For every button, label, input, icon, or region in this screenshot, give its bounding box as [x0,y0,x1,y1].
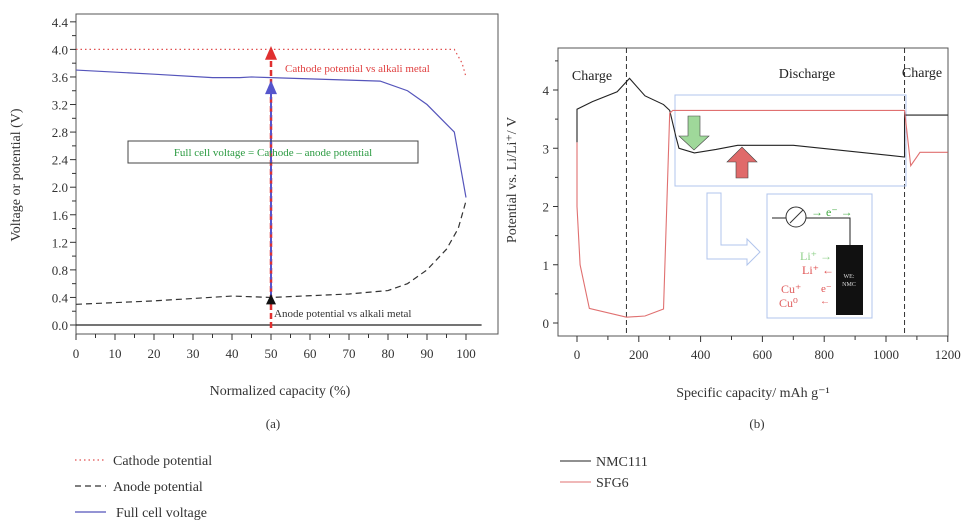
region-label: Discharge [779,67,836,82]
y-tick-label: 2.4 [52,153,69,168]
plot-frame [557,47,949,337]
region-label: Charge [902,66,942,81]
y-tick-label: 1 [543,258,550,273]
y-tick-label: 2.8 [52,125,68,140]
chart-a: 0.0 0.4 0.8 1.2 1.6 2.0 2.4 2.8 3.2 3.6 4.0 4.4 0 10 2… [9,13,499,521]
x-tick-label: 100 [456,346,476,361]
x-tick-label: 30 [187,346,200,361]
legend-label: Cathode potential [113,454,212,469]
electron-red-label: e⁻ [821,283,832,295]
series-line-anode-potential [75,200,467,305]
y-tick-label: 1.6 [52,208,69,223]
annotation-box [127,140,419,164]
cu0-label: Cu⁰ [779,296,798,310]
y-tick-label: 0 [543,316,550,331]
x-tick-label: 80 [382,346,395,361]
pointer-arrow [706,192,761,267]
region-label: Charge [572,69,612,84]
arrow-left: ← [820,296,830,307]
y-axis-label: Voltage or potential (V) [9,108,24,241]
red-up-arrow [726,146,758,179]
electron-label: → e⁻ → [811,205,853,219]
electrode [836,245,863,315]
legend-label: Anode potential [113,480,203,495]
x-tick-label: 1000 [873,347,899,362]
series-line-full-cell-voltage [75,69,467,198]
anode-annotation: Anode potential vs alkali metal [274,308,411,320]
highlight-box [674,94,907,187]
x-tick-label: 400 [691,347,711,362]
li-green-label: Li⁺ → [800,249,832,263]
y-tick-label: 0.4 [52,290,69,305]
y-tick-label: 4 [543,83,550,98]
x-tick-label: 0 [574,347,581,362]
y-tick-label: 1.2 [52,235,68,250]
x-tick-label: 90 [421,346,434,361]
x-tick-label: 60 [304,346,317,361]
x-tick-label: 10 [109,346,122,361]
ammeter-needle-icon [789,209,804,224]
series-line-nmc111 [576,77,948,158]
y-tick-label: 4.0 [52,42,68,57]
cathode-annotation: Cathode potential vs alkali metal [285,63,430,75]
legend-label: NMC111 [596,455,648,470]
full-cell-arrowhead [265,80,277,95]
panel-label-a: (a) [266,416,280,431]
wire [805,217,851,245]
x-tick-label: 1200 [935,347,961,362]
legend-label: Full cell voltage [116,506,207,521]
anode-arrowhead [266,293,276,305]
x-tick-label: 20 [148,346,161,361]
plot-frame [75,13,499,335]
y-tick-label: 0.8 [52,263,68,278]
li-red-label: Li⁺ ← [802,263,834,277]
y-tick-label: 2 [543,200,550,215]
x-tick-label: 70 [343,346,356,361]
cu-plus-label: Cu⁺ [781,282,801,296]
x-axis-label: Specific capacity/ mAh g⁻¹ [676,386,829,401]
electrode-label: NMC [842,282,856,288]
green-down-arrow [678,115,710,151]
x-tick-label: 200 [629,347,649,362]
x-tick-label: 50 [265,346,278,361]
inset-box [766,193,873,319]
x-tick-label: 600 [753,347,773,362]
annotation-box-text: Full cell voltage = Cathode – anode pote… [174,147,372,159]
series-line-sfg6 [576,109,948,318]
y-tick-label: 3 [543,141,550,156]
panel-label-b: (b) [749,416,764,431]
y-tick-label: 2.0 [52,180,68,195]
y-tick-label: 3.2 [52,98,68,113]
x-axis-label: Normalized capacity (%) [210,384,351,399]
x-tick-label: 0 [73,346,80,361]
cathode-arrowhead [265,45,277,60]
y-tick-label: 0.0 [52,318,68,333]
x-tick-label: 40 [226,346,239,361]
y-axis-label: Potential vs. Li/Li⁺/ V [505,117,520,243]
chart-b: 0 1 2 3 4 0 200 400 600 800 1000 1200 Specific capac… [505,47,961,491]
y-tick-label: 4.4 [52,15,69,30]
y-tick-label: 3.6 [52,70,69,85]
x-tick-label: 800 [814,347,834,362]
electrode-label: WE: [844,274,855,280]
series-line-cathode-potential [76,48,467,78]
legend-label: SFG6 [596,476,629,491]
